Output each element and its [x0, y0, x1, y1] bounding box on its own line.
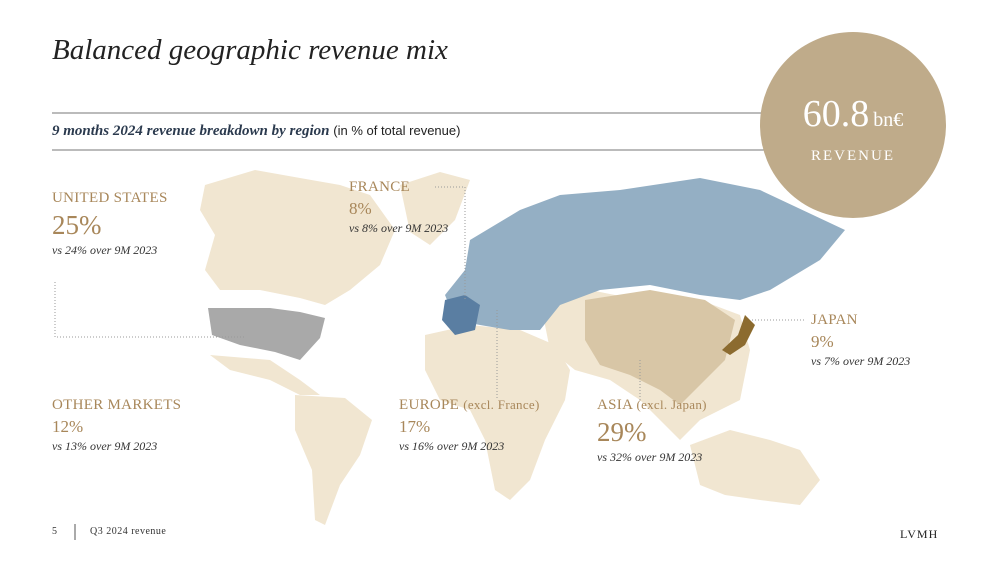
region-qualifier: (excl. Japan) — [636, 397, 707, 412]
region-name: JAPAN — [811, 312, 910, 329]
region-name-text: ASIA — [597, 397, 633, 413]
region-name: OTHER MARKETS — [52, 397, 181, 414]
region-name: UNITED STATES — [52, 190, 168, 207]
region-share: 8% — [349, 199, 372, 218]
footer-doc: Q3 2024 revenue — [90, 526, 167, 537]
asia-region — [585, 290, 735, 405]
region-share: 29% — [597, 417, 647, 447]
brand: LVMH — [900, 527, 939, 541]
region-name-text: EUROPE — [399, 397, 460, 413]
leader-lines — [54, 186, 805, 400]
title: Balanced geographic revenue mix — [52, 34, 448, 66]
region-comparison: vs 8% over 9M 2023 — [349, 221, 449, 235]
revenue-badge — [760, 32, 946, 218]
region-name: ASIA (excl. Japan) — [597, 397, 707, 414]
region-name: FRANCE — [349, 179, 448, 196]
region-name-text: UNITED STATES — [52, 190, 168, 206]
region-label: ASIA (excl. Japan) 29% vs 32% over 9M 2023 — [597, 397, 707, 465]
region-share: 17% — [399, 417, 431, 436]
subtitle-text: 9 months 2024 revenue breakdown by regio… — [52, 123, 330, 139]
region-label: UNITED STATES 25% vs 24% over 9M 2023 — [52, 190, 168, 258]
region-comparison: vs 32% over 9M 2023 — [597, 450, 703, 464]
region-comparison: vs 24% over 9M 2023 — [52, 243, 158, 257]
japan-region — [722, 315, 755, 355]
france-region — [442, 295, 480, 335]
badge-unit: bn€ — [873, 109, 904, 131]
region-label: EUROPE (excl. France) 17% vs 16% over 9M 2… — [399, 397, 540, 454]
region-label: FRANCE 8% vs 8% over 9M 2023 — [349, 179, 448, 236]
region-share: 9% — [811, 332, 834, 351]
subtitle: 9 months 2024 revenue breakdown by regio… — [52, 123, 460, 140]
region-qualifier: (excl. France) — [463, 397, 540, 412]
region-label: OTHER MARKETS 12% vs 13% over 9M 2023 — [52, 397, 181, 454]
region-comparison: vs 13% over 9M 2023 — [52, 439, 158, 453]
region-name-text: OTHER MARKETS — [52, 397, 182, 413]
badge-label: REVENUE — [811, 148, 895, 164]
subtitle-note: (in % of total revenue) — [333, 123, 461, 138]
us-region — [208, 308, 325, 360]
region-name-text: FRANCE — [349, 179, 410, 195]
region-comparison: vs 16% over 9M 2023 — [399, 439, 505, 453]
region-label: JAPAN 9% vs 7% over 9M 2023 — [811, 312, 910, 369]
badge-value: 60.8 — [802, 93, 870, 135]
region-comparison: vs 7% over 9M 2023 — [811, 354, 911, 368]
badge-text: 60.8 bn€ — [760, 92, 946, 136]
region-name-text: JAPAN — [811, 312, 858, 328]
region-name: EUROPE (excl. France) — [399, 397, 540, 414]
region-share: 12% — [52, 417, 84, 436]
page-number: 5 — [52, 526, 57, 537]
europe-region — [445, 178, 845, 330]
region-share: 25% — [52, 210, 102, 240]
